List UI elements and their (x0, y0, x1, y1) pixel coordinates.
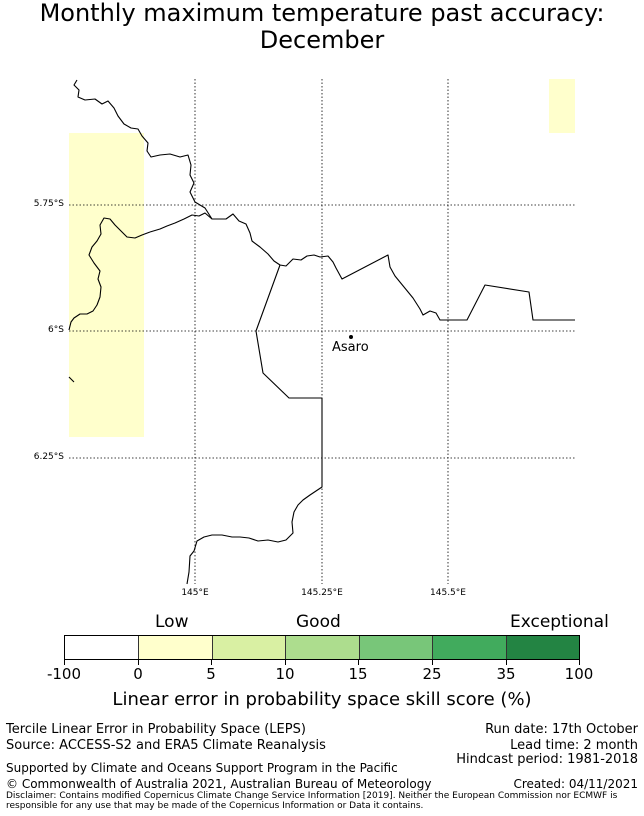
colorbar-tick-label: 10 (275, 665, 295, 683)
category-label-low: Low (155, 612, 189, 632)
colorbar-tick-label: 35 (496, 665, 516, 683)
province-border-west-stub (68, 376, 75, 383)
skill-cell-northeast (549, 79, 575, 133)
map-title: Monthly maximum temperature past accurac… (0, 0, 644, 54)
colorbar-tick (64, 660, 65, 665)
colorbar-tick (432, 660, 433, 665)
colorbar-segment-35-100 (507, 636, 579, 659)
footer-created: Created: 04/11/2021 (513, 777, 638, 791)
colorbar-tick (358, 660, 359, 665)
colorbar-tick (506, 660, 507, 665)
lat-label-5-75: 5.75°S (33, 199, 64, 209)
footer-source: Source: ACCESS-S2 and ERA5 Climate Reana… (6, 738, 326, 753)
colorbar-segment-15-25 (360, 636, 433, 659)
colorbar-segment-5-10 (213, 636, 286, 659)
lat-label-6: 6°S (48, 325, 64, 335)
province-border-west-coast (68, 217, 151, 331)
lat-label-6-25: 6.25°S (33, 452, 64, 462)
skill-cell-west (69, 133, 144, 437)
colorbar-tick (285, 660, 286, 665)
footer-copyright: © Commonwealth of Australia 2021, Austra… (6, 777, 432, 791)
footer-lead-time: Lead time: 2 month (510, 738, 638, 753)
lon-label-145: 145°E (181, 588, 209, 598)
lon-label-145-25: 145.25°E (301, 588, 343, 598)
colorbar (64, 635, 580, 660)
lon-label-145-5: 145.5°E (430, 588, 466, 598)
province-border-south (186, 264, 323, 585)
colorbar-tick-label: 15 (348, 665, 368, 683)
colorbar-tick (579, 660, 580, 665)
colorbar-tick (211, 660, 212, 665)
footer-method: Tercile Linear Error in Probability Spac… (6, 722, 306, 737)
colorbar-segment-0-5 (139, 636, 213, 659)
title-line-2: December (259, 26, 385, 54)
footer-disclaimer: Disclaimer: Contains modified Copernicus… (6, 791, 618, 811)
place-label-asaro: Asaro (332, 340, 369, 355)
province-border-north (73, 79, 575, 321)
category-label-good: Good (296, 612, 341, 632)
colorbar-tick-label: 5 (206, 665, 216, 683)
colorbar-segment-neg100-0 (65, 636, 139, 659)
map-panel (68, 79, 575, 585)
colorbar-tick-label: 0 (133, 665, 143, 683)
title-line-1: Monthly maximum temperature past accurac… (39, 0, 605, 27)
colorbar-tick (138, 660, 139, 665)
place-marker (349, 335, 353, 339)
colorbar-segment-10-15 (286, 636, 360, 659)
colorbar-title: Linear error in probability space skill … (112, 689, 532, 710)
footer-hindcast: Hindcast period: 1981-2018 (456, 752, 638, 767)
footer-supported: Supported by Climate and Oceans Support … (6, 761, 398, 775)
footer-run-date: Run date: 17th October (485, 722, 638, 737)
colorbar-segment-25-35 (433, 636, 507, 659)
category-label-exceptional: Exceptional (510, 612, 609, 632)
colorbar-tick-label: 100 (564, 665, 594, 683)
colorbar-tick-label: 25 (422, 665, 442, 683)
province-border-central (149, 212, 213, 233)
colorbar-tick-label: -100 (46, 665, 82, 683)
